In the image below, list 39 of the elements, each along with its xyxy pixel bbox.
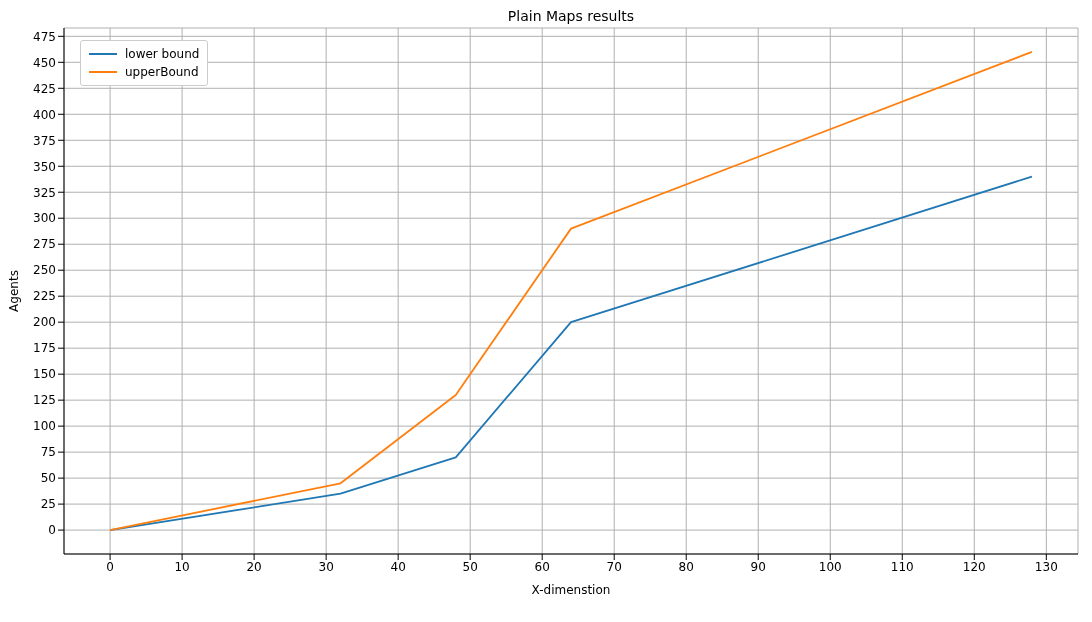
y-tick-label: 275 <box>33 237 56 252</box>
y-tick-label: 200 <box>33 315 56 330</box>
y-tick-label: 250 <box>33 263 56 278</box>
y-tick-label: 0 <box>48 523 56 538</box>
x-tick-label: 110 <box>890 559 914 574</box>
y-tick-label: 350 <box>33 159 56 174</box>
y-tick-label: 100 <box>33 419 56 434</box>
chart-title: Plain Maps results <box>506 8 636 24</box>
y-tick-label: 300 <box>33 211 56 226</box>
y-tick-label: 475 <box>33 29 56 44</box>
x-tick-label: 90 <box>750 559 766 574</box>
y-tick-label: 150 <box>33 367 56 382</box>
y-tick-label: 125 <box>33 393 56 408</box>
y-tick-label: 325 <box>33 185 56 200</box>
y-tick-label: 450 <box>33 55 56 70</box>
x-tick-label: 130 <box>1034 559 1058 574</box>
x-tick-label: 100 <box>818 559 842 574</box>
x-tick-label: 20 <box>246 559 262 574</box>
legend-label: upperBound <box>125 64 199 81</box>
y-axis-title: Agents <box>7 270 22 312</box>
x-axis-title: X-dimenstion <box>531 583 611 597</box>
y-tick-label: 425 <box>33 81 56 96</box>
x-tick-label: 50 <box>462 559 478 574</box>
x-tick-label: 70 <box>606 559 622 574</box>
x-tick-label: 10 <box>174 559 190 574</box>
x-tick-label: 60 <box>534 559 550 574</box>
x-tick-label: 30 <box>318 559 334 574</box>
y-tick-label: 175 <box>33 341 56 356</box>
legend-label: lower bound <box>125 46 200 63</box>
x-tick-label: 120 <box>962 559 986 574</box>
y-tick-label: 50 <box>40 471 56 486</box>
x-tick-label: 40 <box>390 559 406 574</box>
y-tick-label: 225 <box>33 289 56 304</box>
x-tick-label: 80 <box>678 559 694 574</box>
y-tick-label: 400 <box>33 107 56 122</box>
x-tick-label: 0 <box>106 559 114 574</box>
y-tick-label: 75 <box>40 445 56 460</box>
y-tick-label: 25 <box>40 497 56 512</box>
y-tick-label: 375 <box>33 133 56 148</box>
